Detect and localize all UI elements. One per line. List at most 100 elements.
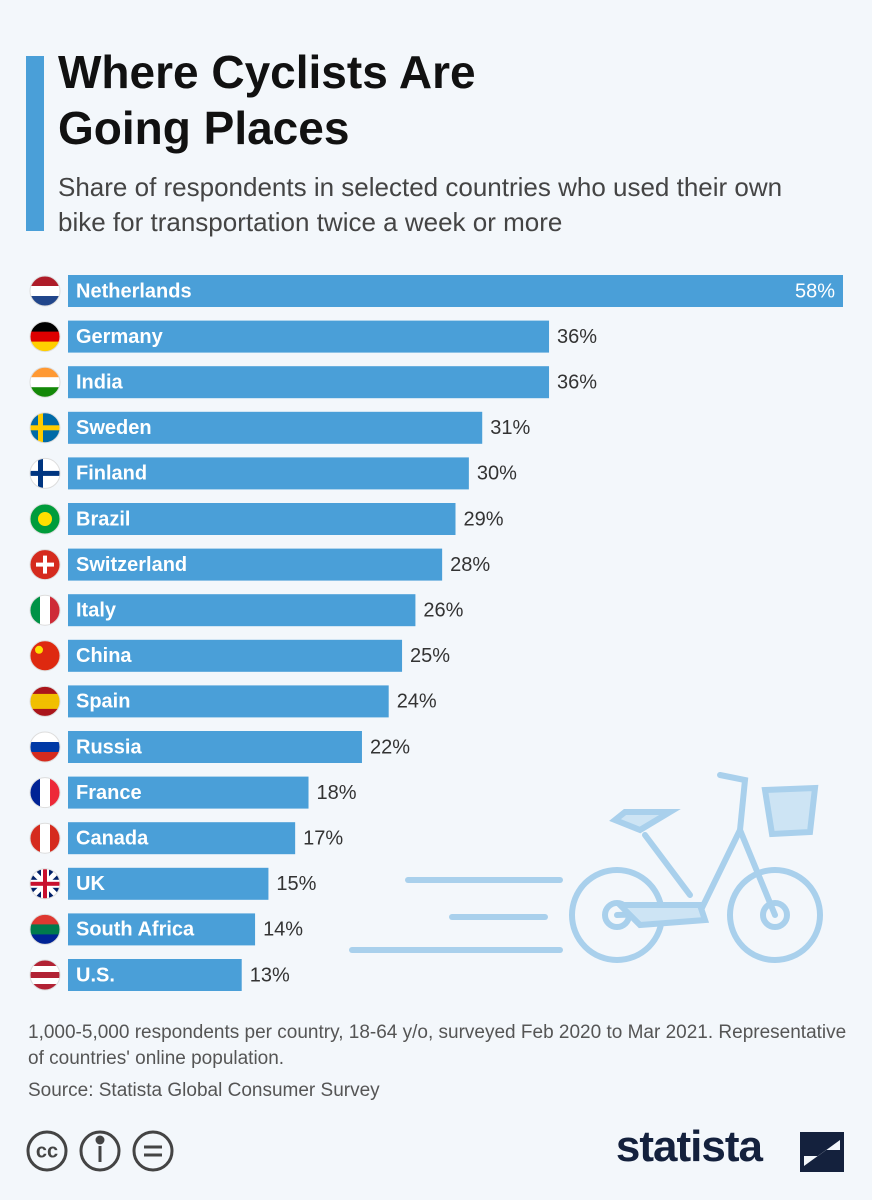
value-label: 28% — [450, 554, 490, 576]
flag — [30, 823, 60, 854]
flag-stripe — [30, 341, 60, 352]
flag-stripe — [30, 960, 60, 967]
bar — [68, 776, 309, 809]
category-label: Italy — [76, 599, 117, 621]
flag-stripe — [30, 595, 41, 626]
source: Source: Statista Global Consumer Survey — [28, 1080, 380, 1101]
flag — [30, 868, 60, 899]
value-label: 15% — [276, 873, 316, 895]
flag-cross — [30, 881, 60, 886]
flag-stripe — [30, 331, 60, 343]
category-label: South Africa — [76, 919, 195, 941]
flag-stripe — [30, 367, 60, 378]
flag — [30, 686, 60, 717]
flag-stripe — [30, 686, 60, 695]
footnote: 1,000-5,000 respondents per country, 18-… — [28, 1022, 847, 1069]
flag-border — [29, 366, 61, 398]
flag-stripe — [30, 286, 60, 297]
flag-stripe — [30, 984, 60, 990]
flag-border — [29, 275, 61, 307]
flag-border — [29, 549, 61, 581]
value-label: 58% — [795, 280, 835, 302]
value-label: 14% — [263, 919, 303, 941]
bar — [68, 366, 550, 399]
category-label: Spain — [76, 691, 130, 713]
flag-border — [29, 959, 61, 991]
value-label: 31% — [490, 417, 530, 439]
flag-stripe — [30, 296, 60, 306]
bar — [68, 548, 443, 581]
category-label: China — [76, 645, 132, 667]
bar — [68, 411, 483, 444]
value-label: 26% — [423, 599, 463, 621]
flag-stripe — [40, 777, 51, 808]
value-label: 36% — [557, 371, 597, 393]
flag-border — [29, 321, 61, 353]
flag — [30, 549, 60, 580]
bar — [68, 639, 403, 672]
flag-stripe — [50, 823, 60, 854]
flag-border — [29, 594, 61, 626]
flag — [30, 960, 60, 990]
flag-stripe — [40, 595, 51, 626]
flag-stripe — [30, 742, 60, 753]
svg-text:cc: cc — [36, 1140, 58, 1162]
bar — [68, 594, 416, 627]
bar — [68, 822, 296, 855]
flag-stripe — [30, 321, 60, 333]
license-icons: cc — [26, 1130, 174, 1172]
bar — [68, 867, 269, 900]
flag — [30, 458, 60, 489]
value-label: 24% — [397, 691, 437, 713]
flag-stripe — [30, 387, 60, 398]
category-label: Canada — [76, 827, 149, 849]
flag-emblem — [35, 645, 43, 654]
bar — [68, 275, 843, 307]
flag-stripe — [30, 640, 60, 671]
category-label: Germany — [76, 326, 164, 348]
flag — [30, 321, 60, 352]
flag-stripe — [30, 752, 60, 762]
brand-logo-mark — [800, 1132, 844, 1172]
flag-border — [29, 777, 61, 809]
category-label: Brazil — [76, 508, 130, 530]
chart-subtitle: Share of respondents in selected countri… — [58, 172, 783, 237]
category-label: Netherlands — [76, 280, 192, 302]
flag — [30, 732, 60, 762]
flag-border — [29, 685, 61, 717]
bike-illustration — [349, 772, 823, 963]
flag-border — [29, 822, 61, 854]
flag-stripe — [30, 708, 60, 717]
category-label: India — [76, 371, 124, 393]
flag — [30, 412, 60, 443]
flag-stripe — [30, 276, 60, 287]
flag-stripe — [40, 823, 51, 854]
flag-cross — [36, 562, 54, 567]
flag-cross — [30, 425, 60, 431]
flag-stripe — [30, 377, 60, 388]
flag-stripe — [30, 914, 60, 925]
category-label: Russia — [76, 736, 142, 758]
category-label: Finland — [76, 463, 147, 485]
flag-stripe — [30, 693, 60, 702]
bar — [68, 731, 362, 763]
flag-stripe — [30, 924, 60, 935]
value-label: 36% — [557, 326, 597, 348]
bar — [68, 685, 389, 718]
chart-title: Where Cyclists Are Going Places — [58, 46, 476, 154]
flag-stripe — [30, 732, 60, 743]
flag-stripe — [30, 978, 60, 985]
value-label: 29% — [464, 508, 504, 530]
flag-border — [29, 731, 61, 763]
category-label: UK — [76, 873, 105, 895]
value-label: 30% — [477, 463, 517, 485]
bar — [68, 457, 469, 490]
value-label: 13% — [250, 964, 290, 986]
flag-stripe — [30, 777, 41, 808]
brand-logo: statista — [615, 1122, 763, 1171]
bar — [68, 503, 456, 535]
bar — [68, 913, 256, 946]
value-label: 25% — [410, 645, 450, 667]
bar — [68, 320, 550, 353]
flag — [30, 276, 60, 306]
